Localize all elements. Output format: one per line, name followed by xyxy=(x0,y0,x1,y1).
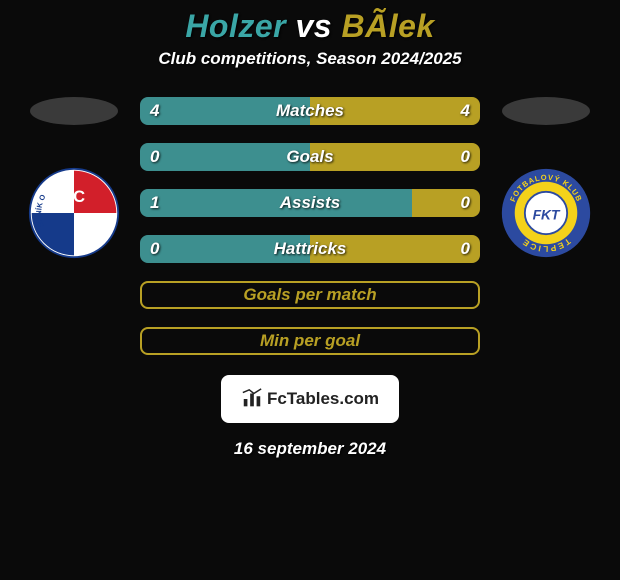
comparison-card: Holzer vs BÃlek Club competitions, Seaso… xyxy=(0,0,620,580)
vs-text: vs xyxy=(296,8,333,44)
stat-label: Min per goal xyxy=(142,329,478,353)
stat-right-value: 4 xyxy=(451,97,480,125)
brand-badge[interactable]: FcTables.com xyxy=(221,375,399,423)
date-text: 16 september 2024 xyxy=(0,439,620,459)
stat-row-min-per-goal: Min per goal xyxy=(140,327,480,355)
player2-photo-placeholder xyxy=(502,97,590,125)
subtitle: Club competitions, Season 2024/2025 xyxy=(0,49,620,69)
fk-teplice-crest-icon: FKT FOTBALOVÝ KLUB TEPLICE xyxy=(500,164,592,262)
bar-left-segment xyxy=(140,189,412,217)
stat-left-value: 0 xyxy=(140,235,169,263)
stat-left-value: 1 xyxy=(140,189,169,217)
stat-row-matches: 44Matches xyxy=(140,97,480,125)
svg-text:FC: FC xyxy=(63,187,85,206)
stat-row-goals-per-match: Goals per match xyxy=(140,281,480,309)
stat-row-hattricks: 00Hattricks xyxy=(140,235,480,263)
stat-right-value: 0 xyxy=(451,189,480,217)
svg-text:FKT: FKT xyxy=(533,207,561,222)
stat-bars: 44Matches00Goals10Assists00HattricksGoal… xyxy=(140,97,480,355)
stat-left-value: 0 xyxy=(140,143,169,171)
stat-right-value: 0 xyxy=(451,143,480,171)
page-title: Holzer vs BÃlek xyxy=(0,8,620,45)
stat-row-assists: 10Assists xyxy=(140,189,480,217)
player1-name: Holzer xyxy=(185,8,286,44)
brand-text: FcTables.com xyxy=(267,389,379,409)
stat-row-goals: 00Goals xyxy=(140,143,480,171)
stat-left-value: 4 xyxy=(140,97,169,125)
banik-ostrava-crest-icon: BANÍK OSTRAVA FC xyxy=(28,167,120,259)
club-crest-right: FKT FOTBALOVÝ KLUB TEPLICE xyxy=(500,167,592,259)
player1-photo-placeholder xyxy=(30,97,118,125)
player2-name: BÃlek xyxy=(341,8,434,44)
comparison-layout: BANÍK OSTRAVA FC 44Matches00Goals10Assis… xyxy=(0,97,620,355)
chart-bars-icon xyxy=(241,388,263,410)
left-column: BANÍK OSTRAVA FC xyxy=(18,97,130,259)
right-column: FKT FOTBALOVÝ KLUB TEPLICE xyxy=(490,97,602,259)
stat-label: Goals per match xyxy=(142,283,478,307)
stat-right-value: 0 xyxy=(451,235,480,263)
club-crest-left: BANÍK OSTRAVA FC xyxy=(28,167,120,259)
